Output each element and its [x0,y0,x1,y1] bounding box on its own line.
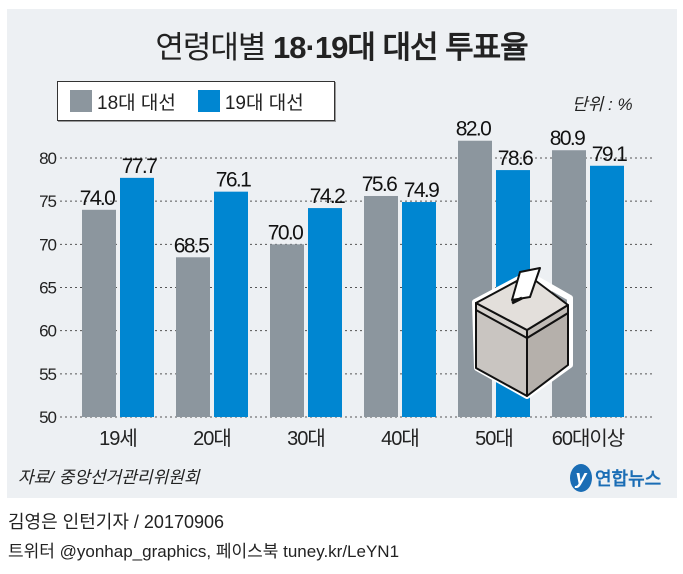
legend-label-19: 19대 대선 [224,92,304,114]
bar [214,191,248,417]
yonhap-logo: y 연합뉴스 [570,464,661,492]
y-tick-label: 70 [39,235,56,254]
x-tick-label: 40대 [381,427,419,450]
data-label: 78.6 [498,147,533,170]
legend-swatch-19 [197,90,220,112]
y-tick-label: 65 [39,279,56,298]
credit-social: 트위터 @yonhap_graphics, 페이스북 tuney.kr/LeYN… [8,542,400,561]
bar [364,195,398,417]
x-tick-label: 20대 [193,427,231,450]
data-label: 74.0 [80,187,115,210]
data-label: 75.6 [362,173,397,196]
bar [120,177,154,417]
y-tick-label: 55 [39,365,56,384]
ballot-box-icon [472,267,573,399]
data-label: 68.5 [174,234,209,257]
y-tick-label: 80 [39,149,56,168]
data-label: 74.2 [310,185,345,208]
source-note: 자료/ 중앙선거관리위원회 [18,468,200,487]
data-label: 70.0 [268,221,303,244]
data-label: 76.1 [216,169,251,192]
chart-title: 연령대별 18·19대 대선 투표율 [0,22,683,67]
legend-item-19: 19대 대선 [197,88,304,115]
y-tick-label: 50 [39,408,56,427]
bar [176,257,210,417]
y-tick-label: 60 [39,322,56,341]
data-label: 74.9 [404,179,439,202]
bar [402,202,436,417]
data-label: 79.1 [592,143,627,166]
data-label: 77.7 [122,155,157,178]
data-label: 82.0 [456,118,491,141]
bar [82,209,116,417]
legend-item-18: 18대 대선 [70,88,176,115]
bar [590,165,624,417]
bar [270,244,304,417]
x-tick-label: 50대 [475,427,513,450]
unit-label: 단위 : % [572,95,633,114]
data-label: 80.9 [550,127,585,150]
x-tick-label: 60대이상 [552,427,625,450]
title-bold: 18·19대 대선 투표율 [273,30,529,65]
bar [308,208,342,417]
logo-icon: y [570,464,592,492]
legend-swatch-18 [70,90,92,112]
x-tick-label: 30대 [287,427,325,450]
y-tick-label: 75 [39,192,56,211]
credit-reporter: 김영은 인턴기자 / 20170906 [8,512,225,532]
title-light: 연령대별 [155,30,266,65]
x-tick-label: 19세 [99,427,137,450]
legend: 18대 대선 19대 대선 [57,81,335,121]
legend-label-18: 18대 대선 [97,92,176,114]
logo-text: 연합뉴스 [595,469,662,489]
